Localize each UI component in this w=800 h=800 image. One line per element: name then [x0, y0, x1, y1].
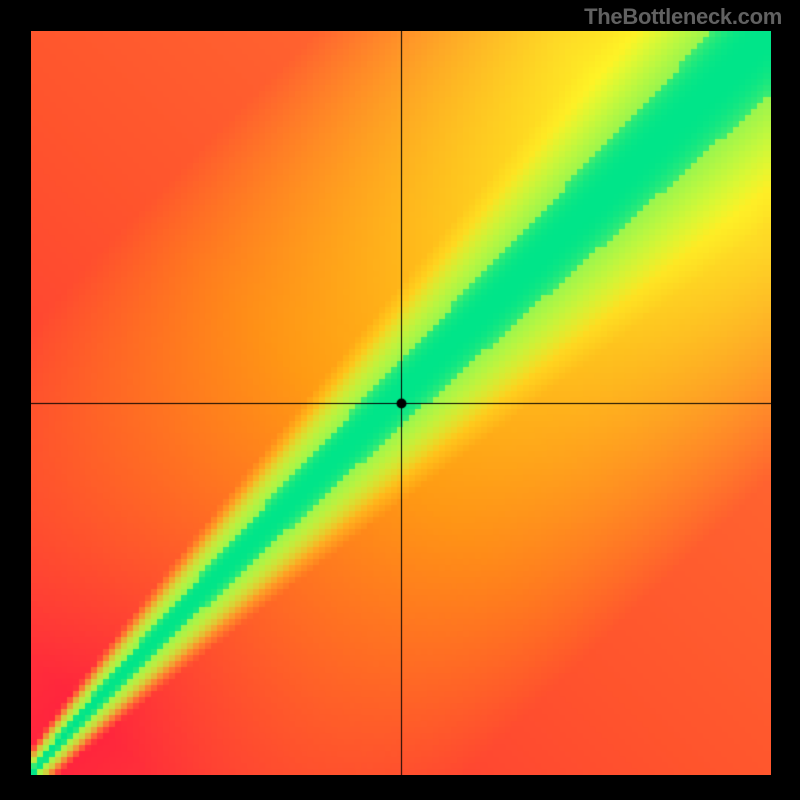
watermark-text: TheBottleneck.com	[584, 4, 782, 30]
bottleneck-heatmap	[31, 31, 771, 775]
chart-frame: TheBottleneck.com	[0, 0, 800, 800]
